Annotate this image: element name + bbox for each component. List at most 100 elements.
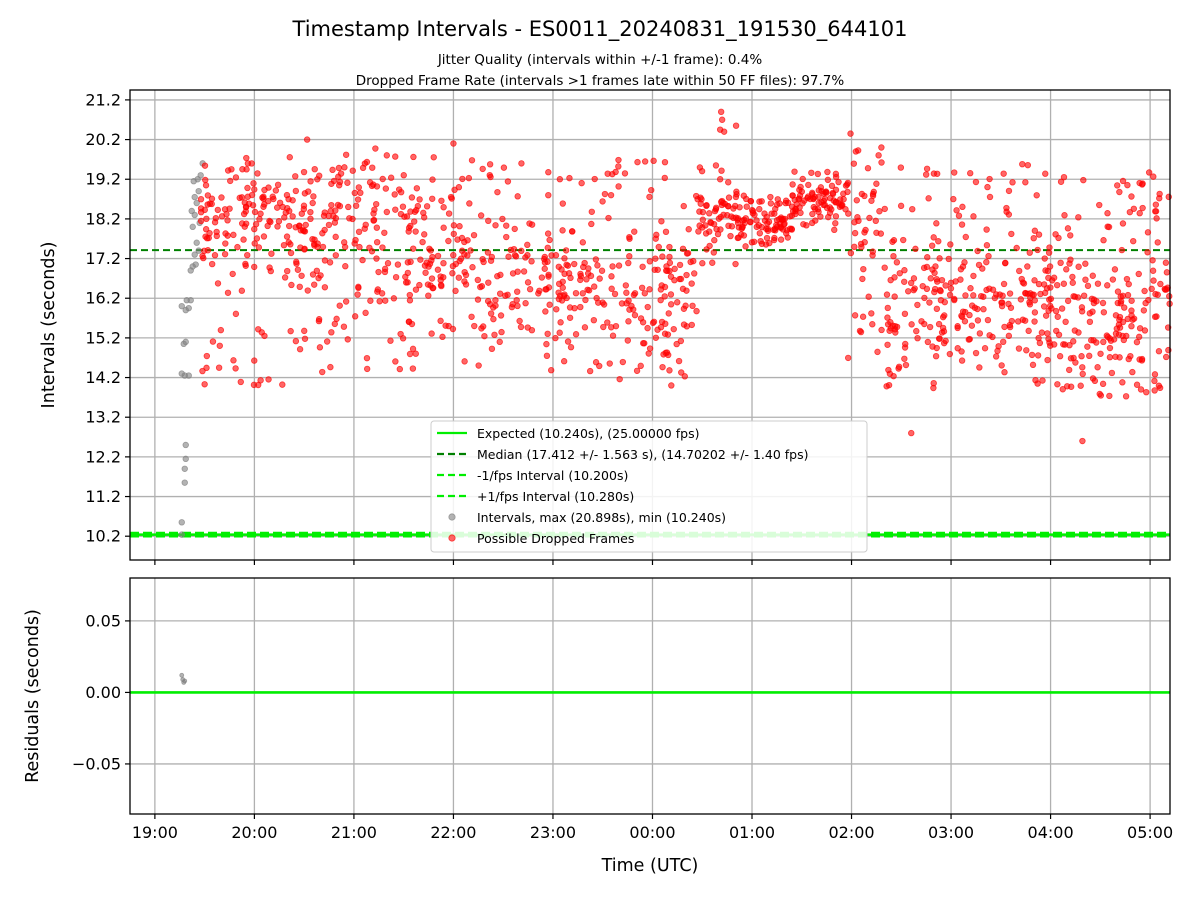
- dropped-frame-point: [421, 231, 428, 238]
- dropped-frame-point: [555, 289, 562, 296]
- dropped-frame-point: [641, 158, 649, 165]
- dropped-frame-point: [1100, 237, 1107, 244]
- dropped-frame-point: [652, 334, 660, 341]
- dropped-frame-point: [1162, 353, 1170, 361]
- dropped-frame-point: [679, 245, 687, 253]
- dropped-frame-point: [469, 264, 476, 271]
- dropped-frame-point: [328, 180, 335, 187]
- dropped-frame-point: [825, 213, 832, 221]
- dropped-frame-point: [901, 278, 908, 285]
- dropped-frame-point: [487, 173, 494, 181]
- dropped-frame-point: [251, 357, 258, 364]
- dropped-frame-point: [327, 207, 334, 215]
- dropped-frame-point: [1122, 393, 1130, 400]
- dropped-frame-point: [823, 204, 831, 212]
- dropped-frame-point: [824, 176, 832, 184]
- dropped-frame-point: [538, 274, 546, 281]
- dropped-frame-point: [869, 321, 876, 328]
- dropped-frame-point: [693, 307, 700, 315]
- dropped-frame-point: [680, 202, 687, 210]
- dropped-frame-point: [679, 285, 687, 293]
- top-scatter-points: [178, 108, 1173, 538]
- dropped-frame-point: [488, 253, 496, 261]
- dropped-frame-point: [1156, 190, 1163, 198]
- dropped-frame-point: [930, 170, 938, 177]
- dropped-frame-point: [274, 181, 282, 189]
- dropped-frame-point: [240, 210, 248, 218]
- dropped-frame-point: [400, 172, 407, 179]
- dropped-frame-point: [458, 234, 466, 242]
- dropped-frame-point: [1162, 259, 1170, 266]
- dropped-frame-point: [280, 241, 288, 249]
- dropped-frame-point: [942, 282, 949, 289]
- dropped-frame-point: [1143, 388, 1150, 396]
- dropped-frame-point: [211, 252, 219, 259]
- dropped-frame-point: [1026, 299, 1033, 306]
- dropped-frame-point: [836, 203, 844, 211]
- dropped-frame-point: [776, 215, 783, 223]
- dropped-frame-point: [315, 317, 323, 325]
- dropped-frame-point: [1069, 279, 1076, 286]
- dropped-frame-point: [608, 273, 615, 280]
- dropped-frame-point: [319, 243, 327, 251]
- x-tick-label: 23:00: [530, 823, 576, 842]
- dropped-frame-point: [805, 181, 812, 189]
- dropped-frame-point: [296, 283, 303, 291]
- dropped-frame-point: [851, 243, 858, 251]
- dropped-frame-point: [283, 233, 291, 240]
- dropped-frame-point: [873, 180, 880, 187]
- dropped-frame-point: [783, 227, 791, 234]
- dropped-frame-point: [438, 197, 445, 204]
- dropped-frame-point: [1082, 260, 1089, 267]
- dropped-frame-point: [383, 208, 391, 216]
- dropped-frame-point: [1137, 386, 1145, 393]
- dropped-frame-point: [1071, 327, 1079, 334]
- interval-point: [178, 531, 185, 538]
- dropped-frame-point: [891, 293, 898, 300]
- dropped-frame-point: [857, 240, 865, 248]
- dropped-frame-point: [201, 162, 209, 169]
- dropped-frame-point: [337, 170, 345, 177]
- dropped-frame-point: [665, 310, 672, 317]
- dropped-frame-point: [518, 160, 525, 167]
- dropped-frame-point: [967, 170, 974, 177]
- dropped-frame-point: [301, 245, 308, 253]
- dropped-frame-point: [582, 296, 589, 304]
- dropped-frame-point: [244, 160, 252, 167]
- dropped-frame-point: [651, 266, 658, 273]
- dropped-frame-point: [1053, 281, 1061, 289]
- dropped-frame-point: [372, 200, 380, 208]
- dropped-frame-point: [1060, 341, 1067, 348]
- dropped-frame-point: [1044, 356, 1051, 364]
- bottom-y-tick-label: 0.00: [85, 683, 121, 702]
- dropped-frame-point: [429, 195, 436, 202]
- dropped-frame-point: [466, 200, 473, 207]
- dropped-frame-point: [883, 291, 891, 298]
- dropped-frame-point: [624, 337, 631, 344]
- dropped-frame-point: [289, 213, 296, 220]
- dropped-frame-point: [474, 276, 482, 284]
- dropped-frame-point: [976, 330, 984, 337]
- dropped-frame-point: [254, 170, 261, 177]
- dropped-frame-point: [718, 116, 726, 123]
- dropped-frame-point: [1061, 212, 1068, 219]
- dropped-frame-point: [1022, 179, 1029, 186]
- dropped-frame-point: [566, 314, 574, 321]
- dropped-frame-point: [1054, 381, 1061, 388]
- dropped-frame-point: [799, 175, 806, 183]
- dropped-frame-point: [698, 167, 706, 175]
- dropped-frame-point: [1045, 335, 1052, 343]
- dropped-frame-point: [309, 271, 317, 278]
- dropped-frame-point: [732, 122, 740, 129]
- bottom-y-axis-label: Residuals (seconds): [23, 609, 43, 783]
- dropped-frame-point: [967, 285, 974, 292]
- dropped-frame-point: [448, 195, 455, 202]
- dropped-frame-point: [1035, 334, 1042, 342]
- dropped-frame-point: [524, 251, 531, 259]
- dropped-frame-point: [217, 326, 225, 334]
- dropped-frame-point: [678, 369, 685, 376]
- dropped-frame-point: [666, 243, 673, 251]
- dropped-frame-point: [940, 328, 948, 335]
- dropped-frame-point: [374, 288, 381, 295]
- dropped-frame-point: [1153, 215, 1160, 222]
